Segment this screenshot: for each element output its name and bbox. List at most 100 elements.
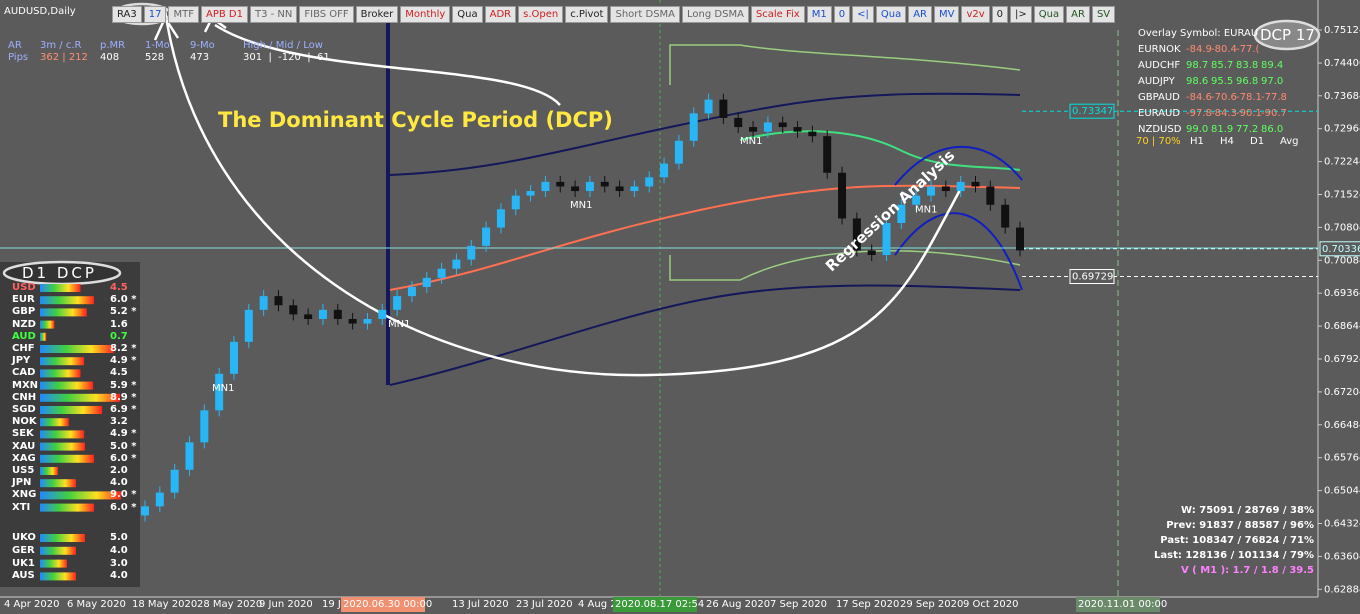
- candle: [1001, 204, 1010, 228]
- toolbar-button[interactable]: APB D1: [200, 6, 248, 23]
- x-tick-label: 13 Jul 2020: [452, 599, 509, 610]
- candle: [185, 442, 194, 470]
- candle: [749, 127, 758, 132]
- stat-value: 408: [100, 52, 120, 63]
- currency-value: 4.5: [110, 367, 128, 379]
- ma-line: [739, 130, 1021, 171]
- toolbar-button[interactable]: Short DSMA: [610, 6, 681, 23]
- mn1-label: MN1: [388, 319, 410, 330]
- candle: [259, 296, 268, 310]
- strength-bar: [40, 442, 85, 451]
- band-line: [669, 250, 1021, 281]
- y-tick-label: 0.68644: [1324, 321, 1360, 332]
- level-box: [1069, 103, 1115, 119]
- currency-value: 4.9 *: [110, 428, 137, 440]
- toolbar-button[interactable]: s.Open: [518, 6, 564, 23]
- toolbar-button[interactable]: Qua: [1033, 6, 1065, 23]
- toolbar-button[interactable]: c.Pivot: [565, 6, 609, 23]
- y-tick-label: 0.63604: [1324, 551, 1360, 562]
- currency-name: SEK: [12, 428, 34, 440]
- toolbar-button[interactable]: 17: [143, 6, 167, 23]
- overlay-symbol: EURNOK: [1138, 44, 1181, 55]
- candle: [734, 117, 743, 128]
- toolbar-button[interactable]: T3 - NN: [249, 6, 298, 23]
- band-line: [669, 44, 1021, 85]
- candle: [215, 373, 224, 411]
- toolbar-button[interactable]: Monthly: [400, 6, 451, 23]
- candle: [615, 186, 624, 192]
- toolbar-button[interactable]: M1: [806, 6, 832, 23]
- candle: [882, 223, 891, 255]
- dcp-label: DCP 17: [1260, 26, 1315, 44]
- strength-bar: [40, 284, 81, 292]
- overlay-cell: 98.7: [1186, 60, 1209, 71]
- currency-value: 2.0: [110, 465, 128, 476]
- currency-value: 5.0: [110, 532, 128, 543]
- strength-bar: [40, 467, 58, 475]
- toolbar-button[interactable]: Long DSMA: [682, 6, 749, 23]
- x-tick-label: 4 Aug 2: [578, 599, 617, 610]
- toolbar-button[interactable]: 0: [991, 6, 1009, 23]
- overlay-cell: -90.1: [1236, 108, 1262, 119]
- regression-curve: [894, 145, 1023, 186]
- toolbar-button[interactable]: MTF: [168, 6, 199, 23]
- currency-value: 6.0 *: [110, 294, 137, 306]
- toolbar-button[interactable]: Qua: [452, 6, 483, 23]
- overlay-symbol: GBPAUD: [1138, 92, 1180, 103]
- candle: [971, 181, 980, 187]
- toolbar-button[interactable]: Broker: [355, 6, 399, 23]
- currency-name: CNH: [12, 391, 37, 403]
- stat-label: High / Mid / Low: [243, 40, 323, 51]
- overlay-cell: 96.8: [1236, 76, 1259, 87]
- overlay-cell: 77.2: [1236, 124, 1259, 135]
- overlay-cell: -84.9: [1186, 44, 1212, 55]
- overlay-cell: -77.(: [1236, 44, 1260, 55]
- stat-value: 301 | -120 | 61: [243, 52, 330, 63]
- currency-name: US5: [12, 465, 35, 476]
- overlay-symbol: AUDJPY: [1138, 76, 1175, 87]
- candle: [244, 309, 253, 342]
- toolbar-button[interactable]: v2v: [961, 6, 990, 23]
- candle: [1016, 227, 1024, 251]
- candle: [393, 296, 402, 310]
- y-tick-label: 0.70084: [1324, 255, 1360, 266]
- x-tick-label: 23 Jul 2020: [516, 599, 573, 610]
- x-tick-label: 9 Oct 2020: [963, 599, 1018, 610]
- currency-value: 9.0 *: [110, 489, 137, 501]
- toolbar-button[interactable]: AR: [1066, 6, 1090, 23]
- currency-value: 3.0: [110, 557, 128, 569]
- strength-bar: [40, 308, 87, 317]
- currency-value: 8.2 *: [110, 343, 137, 354]
- summary-line: Last: 128136 / 101134 / 79%: [1154, 550, 1314, 561]
- currency-value: 5.2 *: [110, 306, 137, 318]
- toolbar-button[interactable]: ADR: [484, 6, 517, 23]
- x-tick-label: 7 Sep 2020: [770, 599, 827, 610]
- toolbar-button[interactable]: AR: [908, 6, 932, 23]
- currency-name: AUD: [12, 330, 36, 342]
- currency-name: XNG: [12, 489, 37, 501]
- overlay-cell: -84.3: [1211, 108, 1237, 119]
- toolbar-button[interactable]: <|: [852, 6, 874, 23]
- currency-name: CHF: [12, 343, 35, 354]
- currency-name: XAG: [12, 452, 36, 464]
- candle: [660, 163, 669, 178]
- x-tick-label: 17 Sep 2020: [836, 599, 899, 610]
- candle: [378, 309, 387, 319]
- overlay-cell: 83.8: [1236, 60, 1259, 71]
- candle: [912, 195, 921, 205]
- strength-bar: [40, 345, 114, 353]
- toolbar-button[interactable]: 0: [833, 6, 851, 23]
- toolbar-button[interactable]: MV: [934, 6, 960, 23]
- summary-line: Past: 108347 / 76824 / 71%: [1160, 535, 1314, 546]
- overlay-footer: H4: [1220, 136, 1234, 147]
- toolbar-button[interactable]: Scale Fix: [750, 6, 805, 23]
- y-tick-label: 0.67204: [1324, 387, 1360, 398]
- currency-name: UK1: [12, 557, 35, 569]
- toolbar-button[interactable]: Qua: [875, 6, 907, 23]
- toolbar-button[interactable]: FIBS OFF: [299, 6, 354, 23]
- toolbar-button[interactable]: SV: [1091, 6, 1116, 23]
- toolbar-button[interactable]: RA3: [112, 6, 142, 23]
- toolbar-button[interactable]: |>: [1010, 6, 1032, 23]
- overlay-cell: -70.6: [1211, 92, 1237, 103]
